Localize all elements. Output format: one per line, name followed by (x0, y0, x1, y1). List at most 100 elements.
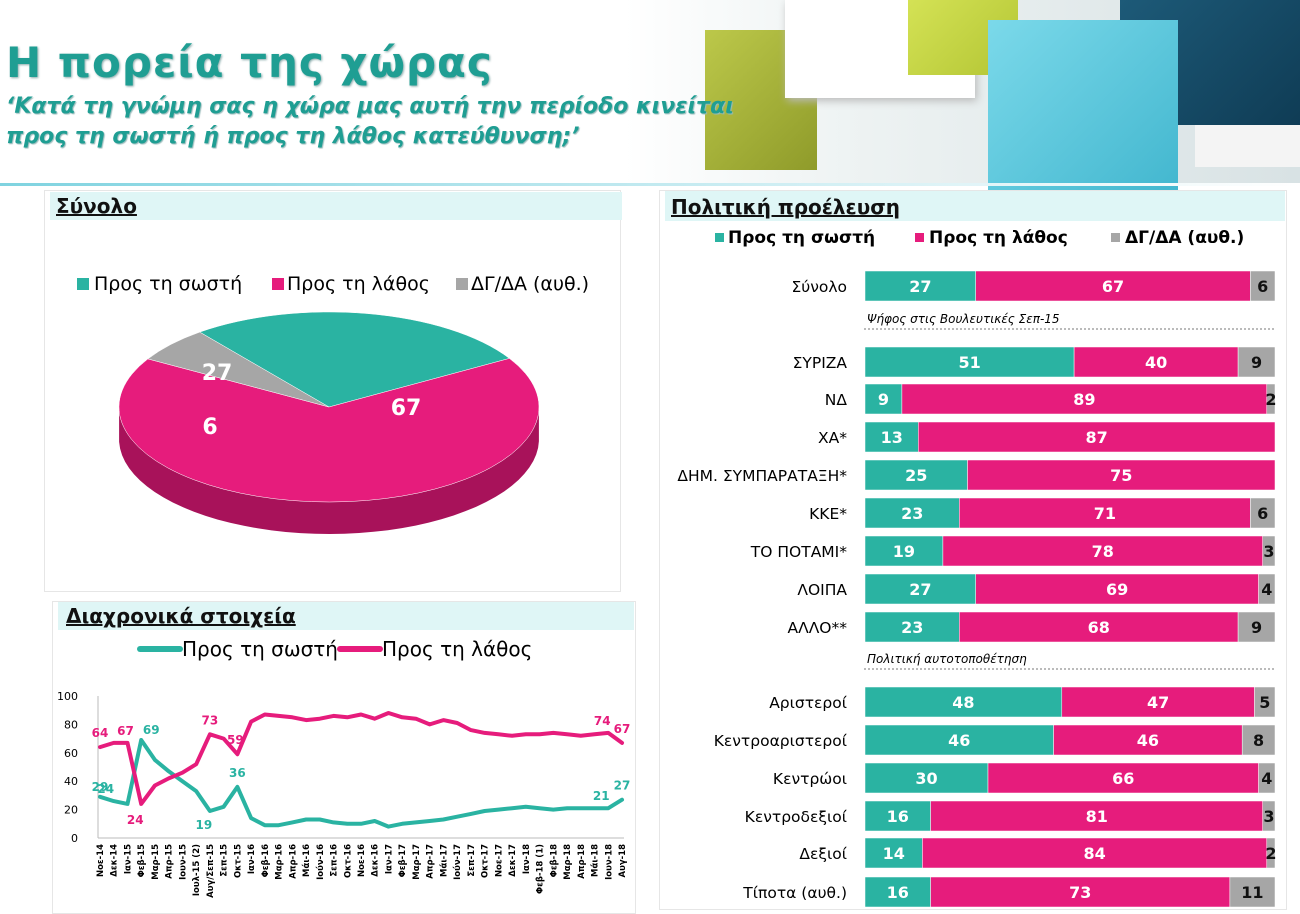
bar-value-label: 75 (1110, 466, 1132, 485)
bar-segment (1266, 383, 1276, 415)
bar-segment (1073, 346, 1239, 378)
x-tick-label: Δεκ-14 (110, 844, 120, 877)
bar-segment (987, 762, 1259, 794)
bar-segment (864, 346, 1075, 378)
pie-slice-1 (118, 358, 540, 503)
bar-legend-label-right: Προς τη σωστή (728, 228, 875, 248)
x-tick-label: Φεβ-15 (137, 844, 147, 877)
bar-legend-marker-right (715, 233, 724, 242)
x-tick-label: Νοε-14 (96, 844, 106, 877)
data-label: 29 (92, 780, 109, 794)
header-divider (0, 183, 1300, 186)
bar-legend-marker-wrong (915, 233, 924, 242)
x-tick-label: Νοε-16 (357, 844, 367, 877)
data-label: 67 (614, 722, 631, 736)
category-label: ΚΚΕ* (809, 505, 847, 523)
bar-value-label: 5 (1259, 693, 1270, 712)
x-tick-label: Απρ-15 (165, 844, 175, 879)
bar-value-label: 67 (1102, 277, 1124, 296)
bar-value-label: 14 (883, 844, 905, 863)
x-tick-label: Ιουν-18 (604, 844, 614, 880)
bar-legend-marker-dkna (1111, 233, 1120, 242)
x-tick-label: Ιουν-15 (178, 844, 188, 880)
y-tick-label: 80 (64, 718, 78, 731)
x-tick-label: Σεπ-17 (467, 844, 477, 877)
x-tick-label: Οκτ-17 (481, 844, 491, 878)
bar-segment (1237, 611, 1276, 643)
section-labels: Ψήφος στις Βουλευτικές Σεπ-15 Πολιτική α… (864, 312, 1275, 670)
bar-value-label: 4 (1261, 769, 1272, 788)
data-label: 74 (594, 714, 611, 728)
legend-label-dkna: ΔΓ/ΔΑ (αυθ.) (471, 273, 589, 295)
data-label: 27 (614, 779, 631, 793)
bar-segment (942, 535, 1263, 567)
x-tick-label: Νοε-17 (494, 844, 504, 877)
x-tick-label: Οκτ-15 (233, 844, 243, 878)
pie-slice-0 (199, 311, 510, 408)
legend-label-right: Προς τη σωστή (94, 273, 242, 295)
bar-segment (864, 383, 903, 415)
bar-segment (901, 383, 1268, 415)
bar-segment (864, 573, 976, 605)
bar-segment (1053, 724, 1243, 756)
decor-square-cyan (988, 20, 1178, 190)
bar-segment (1258, 573, 1276, 605)
bar-segment (975, 573, 1259, 605)
x-tick-label: Σεπ-15 (220, 844, 230, 877)
bar-segment (975, 270, 1251, 302)
bar-value-label: 27 (909, 580, 931, 599)
category-label: ΤΟ ΠΟΤΑΜΙ* (750, 543, 847, 561)
section-label-self: Πολιτική αυτοτοποθέτηση (867, 652, 1027, 666)
bar-value-label: 40 (1145, 353, 1167, 372)
x-tick-label: Οκτ-16 (343, 844, 353, 878)
bar-segment (864, 724, 1054, 756)
bar-segment (1250, 497, 1276, 529)
bar-segment (864, 497, 960, 529)
y-tick-label: 60 (64, 747, 78, 760)
trend-panel-title-text: Διαχρονικά στοιχεία (66, 604, 296, 628)
origin-panel-title: Πολιτική προέλευση (665, 191, 1285, 221)
x-tick-label: Δεκ-17 (508, 844, 518, 877)
y-tick-label: 100 (57, 690, 78, 703)
bar-value-label: 19 (893, 542, 915, 561)
bar-segment (1262, 800, 1276, 832)
bar-value-label: 73 (1069, 883, 1091, 902)
bar-value-label: 13 (881, 428, 903, 447)
bar-value-label: 48 (952, 693, 974, 712)
bar-value-label: 4 (1261, 580, 1272, 599)
category-label: Δεξιοί (799, 845, 847, 863)
bar-value-label: 23 (901, 504, 923, 523)
bar-segment (959, 497, 1251, 529)
x-tick-label: Μάι-17 (439, 844, 449, 877)
bar-segment (864, 800, 931, 832)
legend-marker-right (77, 278, 89, 290)
bar-segment (1061, 686, 1255, 718)
x-tick-label: Αυγ/Σεπ-15 (206, 844, 216, 898)
x-tick-label: Ιαν-17 (384, 844, 394, 874)
legend-label-wrong: Προς τη λάθος (287, 273, 430, 295)
bar-segment (864, 837, 923, 869)
category-label: Κεντρώοι (773, 770, 847, 788)
legend-label-wrong-line: Προς τη λάθος (382, 637, 532, 661)
x-tick-label: Μαρ-17 (412, 844, 422, 880)
pie-label-2: 6 (202, 415, 217, 440)
bar-value-label: 71 (1094, 504, 1116, 523)
pie-label-1: 67 (391, 396, 422, 421)
line-plot: 0 20 40 60 80 100 Νοε-14 Δεκ-14 Ιαν-15 Φεβ-15 Μαρ-… (57, 690, 630, 898)
series-line-0 (98, 738, 624, 829)
y-tick-label: 40 (64, 775, 78, 788)
subtitle-line-1: ‘Κατά τη γνώμη σας η χώρα μας αυτή την π… (6, 94, 734, 119)
bar-value-label: 8 (1253, 731, 1264, 750)
x-tick-label: Φεβ-18 (1) (536, 844, 546, 894)
decor-square-grey (1195, 125, 1300, 167)
x-tick-label: Φεβ-18 (549, 844, 559, 877)
bar-segment (1229, 876, 1276, 908)
data-label: 21 (593, 789, 610, 803)
x-tick-label: Φεβ-16 (261, 844, 271, 877)
bar-segment (967, 459, 1276, 491)
category-label: Τίποτα (αυθ.) (742, 884, 847, 902)
bar-value-label: 23 (901, 618, 923, 637)
x-tick-label: Μάι-16 (302, 844, 312, 877)
bar-chart: Προς τη σωστή Προς τη λάθος ΔΓ/ΔΑ (αυθ.)… (677, 228, 1276, 908)
bar-segment (1258, 762, 1276, 794)
